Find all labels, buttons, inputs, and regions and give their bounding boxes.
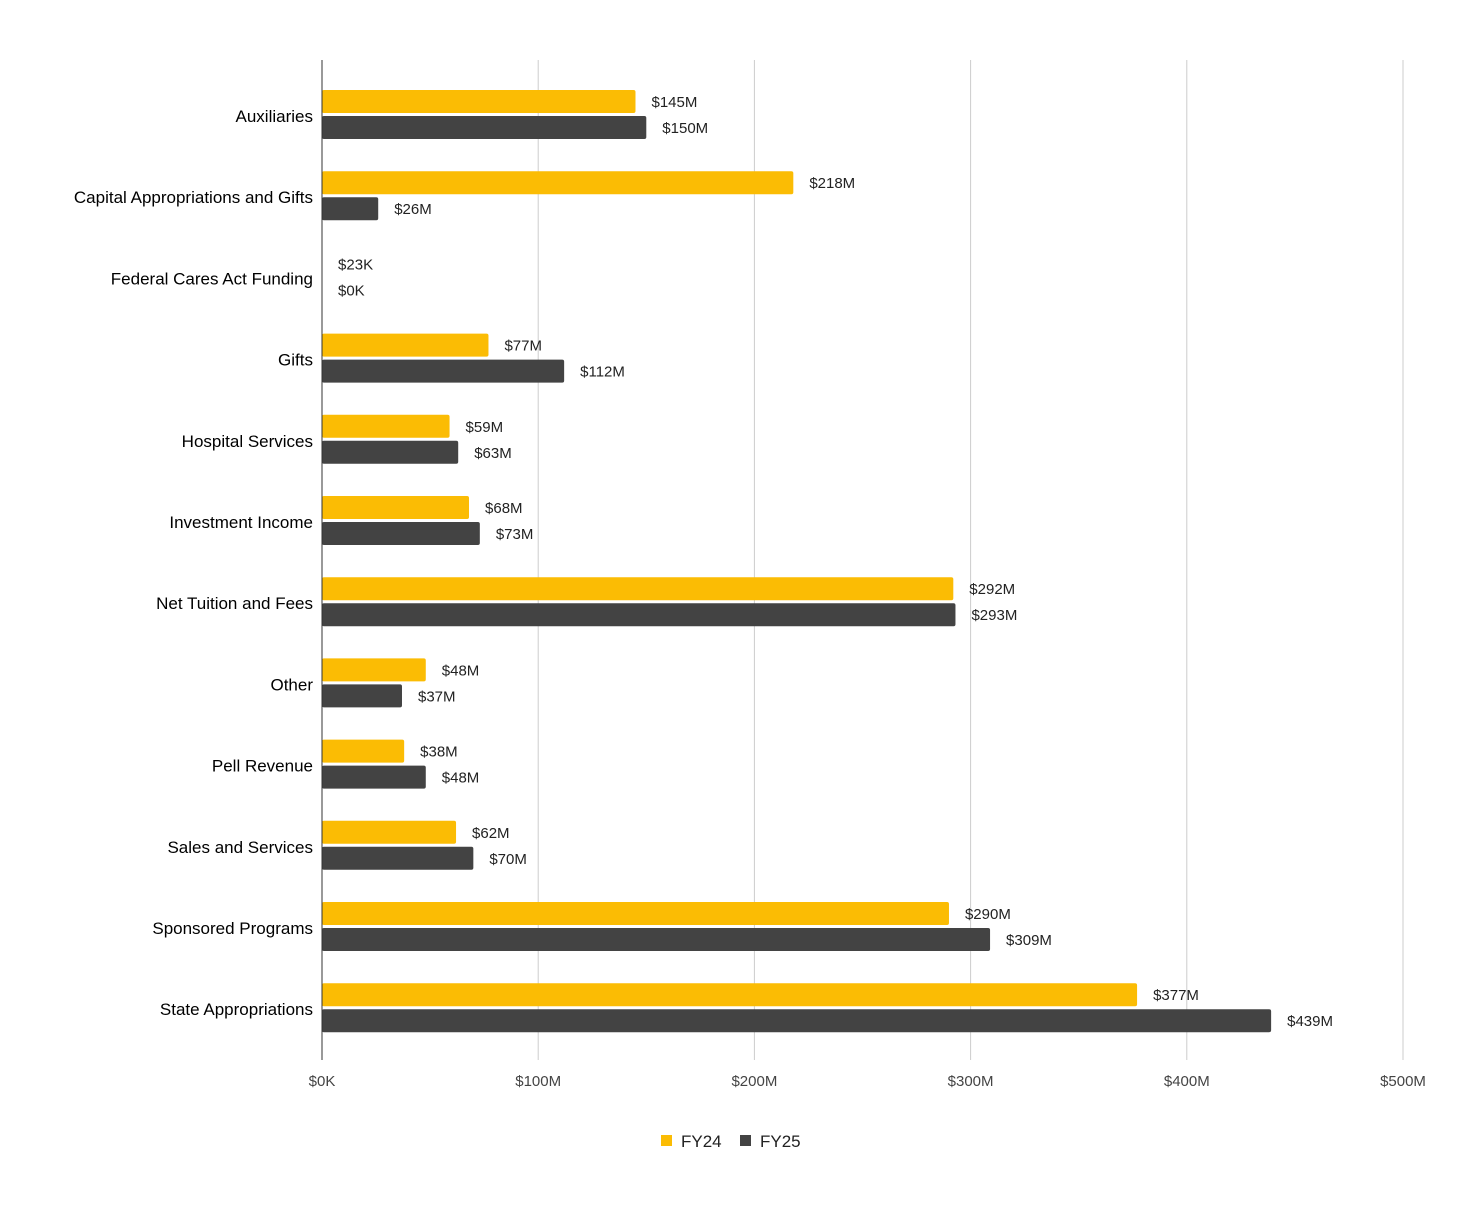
- data-label: $290M: [965, 906, 1011, 923]
- bar-fy25: [322, 766, 426, 789]
- bars: $145M $150M $218M $26M $23K $0K $77M $112M $59M $…: [322, 90, 1333, 1032]
- x-tick-label: $0K: [309, 1073, 336, 1090]
- legend-swatch-fy25: [740, 1135, 751, 1146]
- data-label: $48M: [442, 662, 480, 679]
- data-label: $77M: [504, 338, 542, 355]
- data-label: $145M: [651, 94, 697, 111]
- category-label: State Appropriations: [160, 1000, 313, 1019]
- category-label: Federal Cares Act Funding: [111, 269, 313, 288]
- data-label: $38M: [420, 744, 458, 761]
- legend-label: FY25: [760, 1132, 801, 1151]
- bar-fy24: [322, 658, 426, 681]
- x-tick-label: $200M: [731, 1073, 777, 1090]
- bar-fy24: [322, 334, 488, 357]
- category-label: Net Tuition and Fees: [156, 594, 313, 613]
- bar-fy24: [322, 577, 953, 600]
- bar-fy25: [322, 197, 378, 220]
- bar-fy25: [322, 684, 402, 707]
- bar-fy25: [322, 116, 646, 139]
- data-label: $0K: [338, 282, 365, 299]
- bar-fy25: [322, 1009, 1271, 1032]
- x-tick-labels: $0K $100M $200M $300M $400M $500M: [309, 1073, 1426, 1090]
- x-tick-label: $400M: [1164, 1073, 1210, 1090]
- bar-fy24: [322, 983, 1137, 1006]
- data-label: $59M: [466, 419, 504, 436]
- data-label: $63M: [474, 445, 512, 462]
- bar-fy24: [322, 171, 793, 194]
- bar-fy24: [322, 740, 404, 763]
- data-label: $309M: [1006, 932, 1052, 949]
- x-tick-label: $100M: [515, 1073, 561, 1090]
- category-label: Auxiliaries: [236, 107, 313, 126]
- legend-label: FY24: [681, 1132, 722, 1151]
- category-label: Sponsored Programs: [152, 919, 313, 938]
- data-label: $112M: [580, 364, 625, 381]
- bar-fy24: [322, 415, 450, 438]
- bar-fy25: [322, 847, 473, 870]
- data-label: $70M: [489, 851, 527, 868]
- data-label: $48M: [442, 770, 480, 787]
- legend: FY24 FY25: [661, 1132, 801, 1151]
- category-label: Pell Revenue: [212, 757, 313, 776]
- data-label: $439M: [1287, 1013, 1333, 1030]
- data-label: $293M: [971, 607, 1017, 624]
- data-label: $23K: [338, 256, 373, 273]
- bar-fy25: [322, 360, 564, 383]
- category-label: Other: [270, 675, 313, 694]
- category-label: Sales and Services: [167, 838, 313, 857]
- category-label: Capital Appropriations and Gifts: [74, 188, 313, 207]
- bar-fy25: [322, 441, 458, 464]
- bar-fy24: [322, 90, 635, 113]
- data-label: $26M: [394, 201, 432, 218]
- legend-swatch-fy24: [661, 1135, 672, 1146]
- category-label: Investment Income: [169, 513, 313, 532]
- bar-fy25: [322, 928, 990, 951]
- bar-fy24: [322, 496, 469, 519]
- data-label: $68M: [485, 500, 523, 517]
- bar-fy24: [322, 902, 949, 925]
- bar-fy25: [322, 603, 955, 626]
- bar-fy25: [322, 522, 480, 545]
- data-label: $292M: [969, 581, 1015, 598]
- category-labels: Auxiliaries Capital Appropriations and Gi…: [74, 107, 313, 1019]
- x-tick-label: $300M: [948, 1073, 994, 1090]
- data-label: $218M: [809, 175, 855, 192]
- category-label: Hospital Services: [182, 432, 313, 451]
- data-label: $150M: [662, 120, 708, 137]
- data-label: $377M: [1153, 987, 1199, 1004]
- bar-fy24: [322, 821, 456, 844]
- data-label: $62M: [472, 825, 510, 842]
- x-tick-label: $500M: [1380, 1073, 1426, 1090]
- data-label: $37M: [418, 688, 456, 705]
- data-label: $73M: [496, 526, 534, 543]
- category-label: Gifts: [278, 351, 313, 370]
